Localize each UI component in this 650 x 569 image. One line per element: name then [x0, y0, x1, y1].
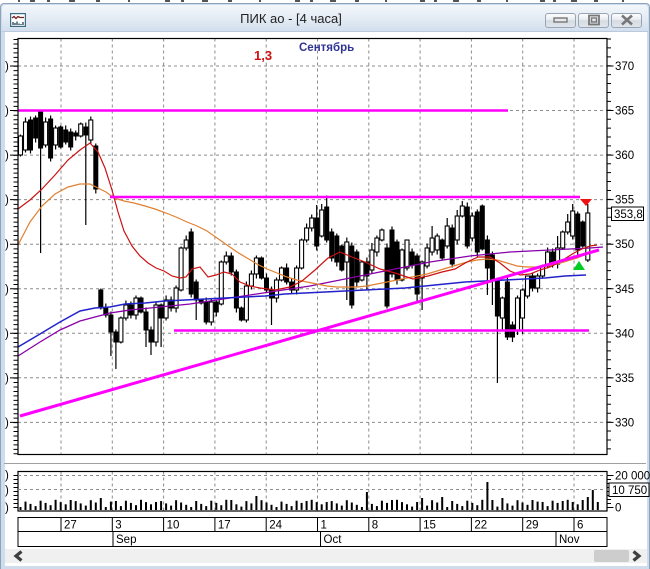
svg-text:8: 8: [372, 520, 378, 532]
svg-text:350: 350: [615, 239, 634, 251]
svg-text:): ): [5, 106, 9, 118]
svg-text:353,8: 353,8: [614, 209, 643, 221]
svg-text:): ): [5, 373, 9, 385]
svg-text:370: 370: [615, 61, 634, 73]
svg-text:330: 330: [615, 417, 634, 429]
svg-text:): ): [5, 195, 9, 207]
svg-text:20 000: 20 000: [615, 471, 650, 483]
svg-text:6: 6: [577, 520, 583, 532]
svg-text:): ): [5, 417, 9, 429]
svg-text:Сентябрь: Сентябрь: [299, 42, 354, 54]
svg-text:24: 24: [269, 520, 282, 532]
svg-text:360: 360: [615, 150, 634, 162]
svg-text:27: 27: [64, 520, 77, 532]
svg-text:1: 1: [321, 520, 327, 532]
svg-text:355: 355: [615, 195, 634, 207]
svg-text:1,3: 1,3: [254, 48, 272, 63]
svg-text:Oct: Oct: [324, 534, 343, 546]
svg-text:): ): [5, 284, 9, 296]
svg-text:10 750: 10 750: [612, 485, 647, 497]
svg-text:): ): [5, 485, 9, 497]
svg-text:Sep: Sep: [116, 534, 136, 546]
svg-text:0: 0: [615, 503, 621, 515]
svg-text:): ): [5, 503, 9, 515]
svg-text:10: 10: [167, 520, 180, 532]
svg-text:15: 15: [423, 520, 436, 532]
svg-text:): ): [5, 61, 9, 73]
svg-text:340: 340: [615, 328, 634, 340]
svg-text:3: 3: [115, 520, 121, 532]
svg-text:Nov: Nov: [559, 534, 580, 546]
svg-text:29: 29: [526, 520, 539, 532]
svg-text:22: 22: [474, 520, 487, 532]
svg-text:365: 365: [615, 106, 634, 118]
svg-text:17: 17: [218, 520, 231, 532]
svg-text:): ): [5, 150, 9, 162]
svg-text:345: 345: [615, 284, 634, 296]
svg-text:): ): [5, 239, 9, 251]
svg-text:335: 335: [615, 373, 634, 385]
svg-text:): ): [5, 470, 9, 482]
svg-text:): ): [5, 328, 9, 340]
